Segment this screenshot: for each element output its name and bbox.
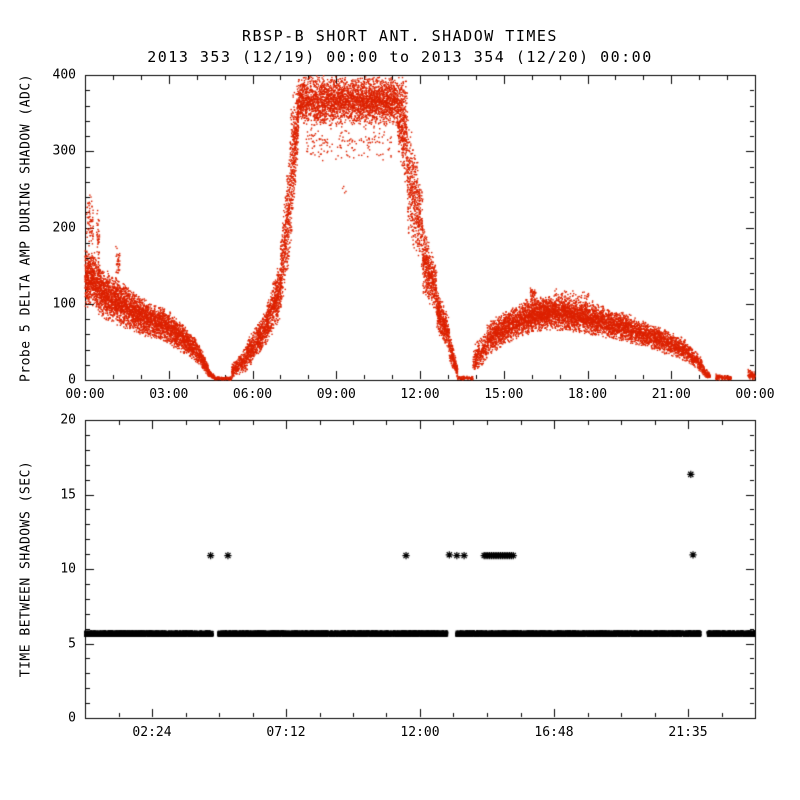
y-tick-label-probe5-delta-amp: 100 [52,296,76,312]
x-tick-label-time-between-shadows: 21:35 [668,725,708,740]
y-tick-label-time-between-shadows: 20 [60,412,76,428]
y-tick-label-time-between-shadows: 15 [60,487,76,502]
y-tick-label-time-between-shadows: 10 [60,561,76,577]
x-tick-label-time-between-shadows: 12:00 [400,725,440,740]
top-panel-y-axis-label: Probe 5 DELTA AMP DURING SHADOW (ADC) [18,73,34,383]
y-tick-label-probe5-delta-amp: 0 [68,372,76,388]
x-tick-label-probe5-delta-amp: 15:00 [484,387,524,402]
chart-title: RBSP-B SHORT ANT. SHADOW TIMES [242,27,558,45]
y-tick-label-probe5-delta-amp: 300 [52,143,76,159]
x-tick-label-time-between-shadows: 16:48 [534,725,574,740]
x-tick-label-probe5-delta-amp: 03:00 [149,387,189,402]
x-tick-label-probe5-delta-amp: 06:00 [232,387,273,402]
x-tick-label-time-between-shadows: 02:24 [132,725,172,740]
y-tick-label-probe5-delta-amp: 200 [52,220,76,235]
y-tick-label-time-between-shadows: 0 [68,710,76,726]
x-tick-label-probe5-delta-amp: 21:00 [651,387,691,402]
x-tick-label-probe5-delta-amp: 00:00 [65,387,105,402]
x-tick-label-probe5-delta-amp: 12:00 [400,387,440,402]
x-tick-label-time-between-shadows: 07:12 [266,725,306,740]
y-tick-label-probe5-delta-amp: 400 [52,67,76,83]
y-tick-label-time-between-shadows: 5 [68,636,76,651]
bottom-panel-y-axis-label: TIME BETWEEN SHADOWS (SEC) [18,460,34,678]
chart-subtitle: 2013 353 (12/19) 00:00 to 2013 354 (12/2… [147,48,653,66]
x-tick-label-probe5-delta-amp: 00:00 [735,387,775,402]
x-tick-label-probe5-delta-amp: 18:00 [567,387,608,402]
x-tick-label-probe5-delta-amp: 09:00 [316,387,356,402]
